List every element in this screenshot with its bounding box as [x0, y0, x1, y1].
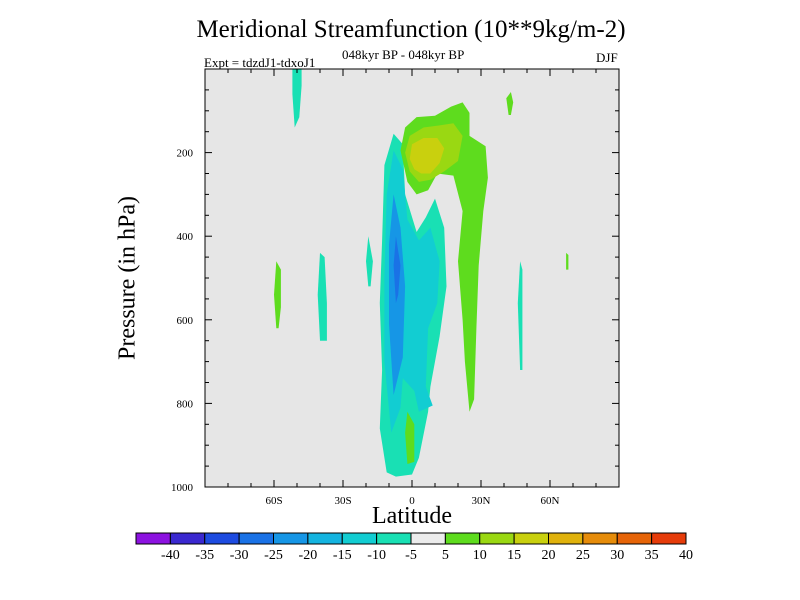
- colorbar-label: -5: [405, 548, 417, 563]
- contour-region: [274, 261, 281, 329]
- colorbar-label: 10: [473, 548, 487, 563]
- x-tick-label: 60S: [265, 495, 282, 507]
- experiment-label: Expt = tdzdJ1-tdxoJ1: [204, 55, 316, 70]
- contour-region: [412, 244, 433, 304]
- plot-frame: [204, 68, 620, 488]
- colorbar-label: 25: [576, 548, 590, 563]
- contour-region: [292, 69, 302, 128]
- colorbar-label: -15: [333, 548, 352, 563]
- y-tick-label: 800: [177, 398, 194, 410]
- colorbar-label: -20: [299, 548, 318, 563]
- contour-region: [506, 92, 514, 115]
- colorbar-swatch: [376, 532, 412, 545]
- x-axis-label: Latitude: [372, 503, 452, 529]
- colorbar-label: 20: [542, 548, 556, 563]
- colorbar-swatch: [341, 532, 378, 545]
- x-tick-label: 30N: [472, 495, 491, 507]
- colorbar-swatch: [307, 532, 343, 545]
- contour-layer: [274, 69, 569, 477]
- colorbar-swatch: [135, 532, 171, 545]
- colorbar-label: 35: [645, 548, 659, 563]
- colorbar-label: -25: [264, 548, 283, 563]
- contour-region: [517, 261, 523, 370]
- colorbar-label: -10: [367, 548, 386, 563]
- colorbar-label: 40: [679, 548, 693, 563]
- x-tick-label: 30S: [334, 495, 351, 507]
- y-tick-label: 400: [177, 231, 194, 243]
- chart-title: Meridional Streamfunction (10**9kg/m-2): [196, 16, 626, 43]
- colorbar-label: -30: [230, 548, 249, 563]
- colorbar-swatch: [582, 532, 618, 545]
- y-tick-label: 600: [177, 315, 194, 327]
- x-tick-label: 0: [409, 495, 415, 507]
- season-label: DJF: [596, 50, 618, 65]
- chart-subtitle: 048kyr BP - 048kyr BP: [342, 47, 465, 62]
- colorbar-swatch: [410, 532, 446, 545]
- axis-ticks: 60S 30S 0 30N 60N 200 400 600 800 1000: [171, 69, 619, 507]
- contour-region: [409, 138, 445, 174]
- x-tick-label: 60N: [541, 495, 560, 507]
- colorbar-swatch: [169, 532, 206, 545]
- colorbar: -40 -35 -30 -25 -20 -15 -10 -5 5 10 15 20 25 30 35 40: [135, 532, 693, 563]
- y-tick-label: 1000: [171, 482, 194, 494]
- colorbar-swatch: [238, 532, 274, 545]
- colorbar-label: 5: [442, 548, 449, 563]
- colorbar-swatch: [479, 532, 515, 545]
- colorbar-swatch: [513, 532, 549, 545]
- colorbar-label: -40: [161, 548, 180, 563]
- colorbar-swatch: [204, 532, 240, 545]
- y-tick-label: 200: [177, 148, 194, 160]
- colorbar-swatch: [651, 532, 687, 545]
- colorbar-label: -35: [195, 548, 214, 563]
- colorbar-swatch: [273, 532, 309, 545]
- colorbar-swatch: [444, 532, 481, 545]
- contour-region: [317, 252, 327, 341]
- colorbar-label: 15: [507, 548, 521, 563]
- contour-region: [405, 411, 415, 464]
- colorbar-label: 30: [610, 548, 624, 563]
- colorbar-swatch: [548, 532, 584, 545]
- contour-region: [393, 236, 401, 304]
- contour-region: [566, 252, 569, 270]
- colorbar-swatch: [616, 532, 653, 545]
- contour-region: [366, 236, 373, 287]
